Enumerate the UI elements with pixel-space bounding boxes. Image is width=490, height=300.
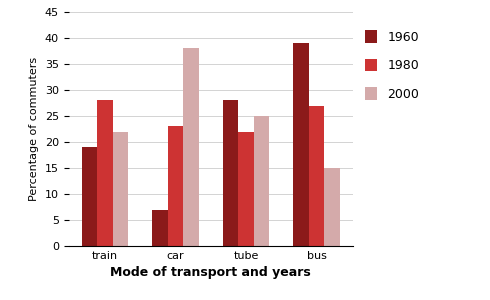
Bar: [183, 48, 199, 246]
Bar: [81, 147, 97, 246]
Bar: [254, 116, 270, 246]
Bar: [97, 100, 113, 246]
Bar: [238, 132, 254, 246]
Legend: 1960, 1980, 2000: 1960, 1980, 2000: [365, 30, 419, 101]
Bar: [309, 106, 324, 246]
Y-axis label: Percentage of commuters: Percentage of commuters: [29, 57, 39, 201]
X-axis label: Mode of transport and years: Mode of transport and years: [110, 266, 311, 279]
Bar: [324, 168, 340, 246]
Bar: [222, 100, 238, 246]
Bar: [168, 126, 183, 246]
Bar: [294, 43, 309, 246]
Bar: [113, 132, 128, 246]
Bar: [152, 210, 168, 246]
